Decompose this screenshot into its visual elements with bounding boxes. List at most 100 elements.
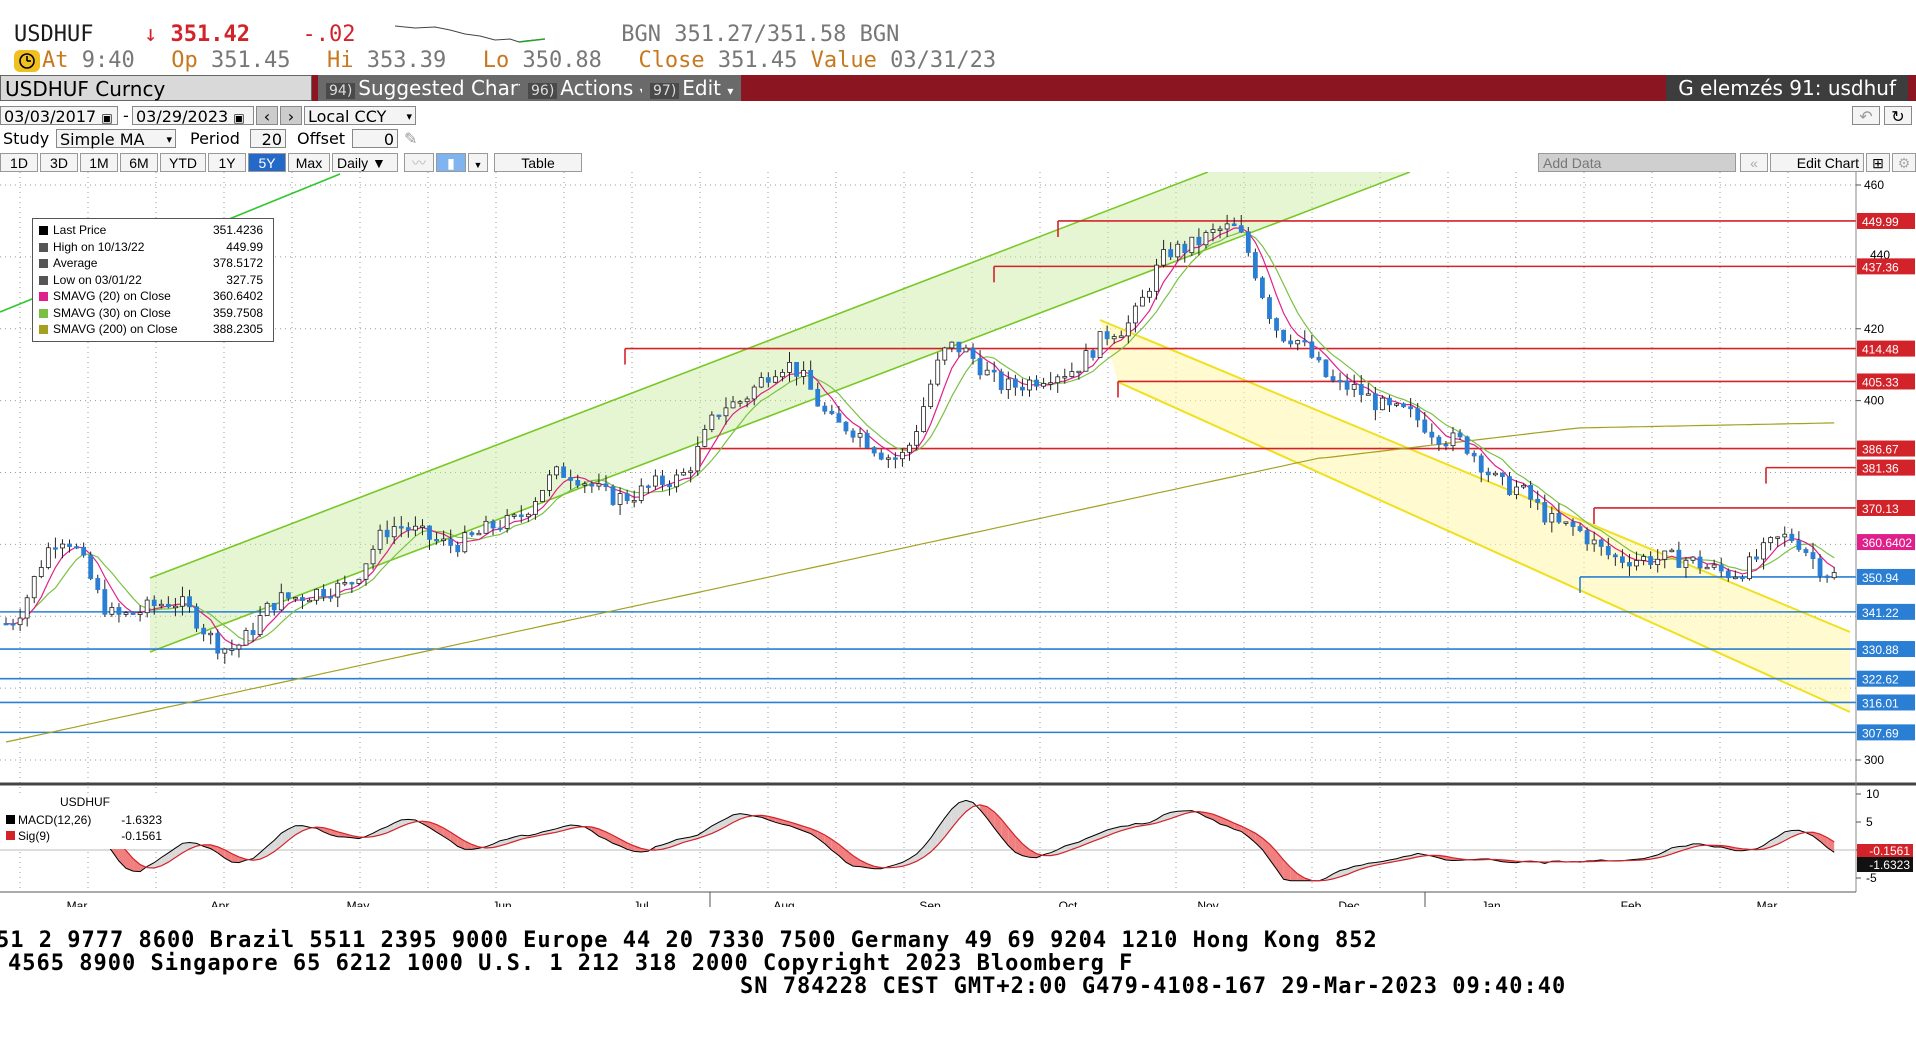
legend-entry[interactable]: Last Price 351.4236 xyxy=(39,223,267,238)
legend-entry[interactable]: High on 10/13/22 449.99 xyxy=(39,240,267,255)
macd-value: -1.6323 xyxy=(121,813,162,827)
gear-button[interactable]: ⚙ xyxy=(1892,153,1916,172)
open-value: 351.45 xyxy=(210,48,291,73)
legend-value: 360.6402 xyxy=(212,289,263,303)
macd-fill-segment xyxy=(1445,856,1453,861)
candle-body xyxy=(772,376,778,383)
y-tick-label: 460 xyxy=(1864,178,1884,192)
legend-entry[interactable]: SMAVG (200) on Close 388.2305 xyxy=(39,322,267,337)
price-tag-text: 341.22 xyxy=(1862,606,1899,620)
chart-legend[interactable]: Last Price 351.4236 High on 10/13/22 449.99… xyxy=(32,218,274,342)
chart-title-tab[interactable]: G elemzés 91: usdhuf xyxy=(1666,75,1908,101)
calendar-icon: ▣ xyxy=(101,111,113,125)
macd-fill-segment xyxy=(238,856,246,863)
candle-body xyxy=(1281,329,1286,342)
collapse-button[interactable]: « xyxy=(1740,153,1768,172)
add-data-input[interactable]: Add Data xyxy=(1538,153,1736,172)
bid: 351.27 xyxy=(674,22,754,47)
triangle-down-icon: ▼ xyxy=(473,160,483,170)
candle-body xyxy=(1408,406,1414,410)
candle-body xyxy=(1125,322,1131,337)
macd-fill-segment xyxy=(1170,811,1178,819)
candle-body xyxy=(1358,384,1364,396)
candle-body xyxy=(1118,335,1124,338)
range-5y[interactable]: 5Y xyxy=(248,153,286,172)
macd-fill-segment xyxy=(1784,830,1792,841)
edit-button[interactable]: 97) Edit ▾ xyxy=(642,75,742,101)
pencil-icon[interactable]: ✎ xyxy=(404,129,418,148)
candle-body xyxy=(1415,408,1421,421)
legend-swatch xyxy=(39,275,48,285)
sparkline-icon xyxy=(394,25,545,43)
currency-select[interactable]: Local CCY ▾ xyxy=(304,106,416,126)
uptrend-channel-lower xyxy=(149,172,1411,653)
candle-body xyxy=(624,493,630,502)
candle-body xyxy=(1429,431,1435,438)
range-1m[interactable]: 1M xyxy=(80,153,118,172)
chart-type-dropdown[interactable]: ▼ xyxy=(468,153,488,172)
x-axis: MarAprMayJunJulAugSepOctNovDecJanFebMar2… xyxy=(0,891,1856,907)
candle-body xyxy=(1514,486,1519,496)
candle-body xyxy=(1761,542,1766,560)
range-max[interactable]: Max xyxy=(288,153,330,172)
range-ytd[interactable]: YTD xyxy=(160,153,206,172)
candle-body xyxy=(1372,393,1378,411)
macd-fill-segment xyxy=(860,860,868,868)
macd-value-tags: -0.1561 -1.6323 xyxy=(1857,844,1913,872)
legend-entry[interactable]: Average 378.5172 xyxy=(39,256,267,271)
offset-input[interactable]: 0 xyxy=(352,129,398,149)
actions-button[interactable]: 96)Actions ▾ xyxy=(520,75,654,101)
table-button[interactable]: Table xyxy=(494,153,582,172)
macd-fill-segment xyxy=(1262,837,1270,860)
scroll-forward-button[interactable]: › xyxy=(280,106,302,126)
candle-body xyxy=(1048,382,1054,385)
candle-body xyxy=(1104,331,1110,340)
range-3d[interactable]: 3D xyxy=(40,153,78,172)
x-month-label: Jan xyxy=(1481,899,1500,907)
candle-body xyxy=(631,500,637,503)
legend-entry[interactable]: SMAVG (20) on Close 360.6402 xyxy=(39,289,267,304)
suggested-charts-button[interactable]: 94) Suggested Charts xyxy=(318,75,545,101)
candle-body xyxy=(469,532,475,536)
chart-options-button[interactable]: ⊞ xyxy=(1866,153,1890,172)
end-date-input[interactable]: 03/29/2023 ▣ xyxy=(132,106,254,126)
study-select[interactable]: Simple MA ▾ xyxy=(56,129,176,149)
candle-body xyxy=(582,483,588,486)
edit-chart-button[interactable]: Edit Chart xyxy=(1770,153,1864,172)
candle-body xyxy=(900,451,905,460)
candle-body xyxy=(744,398,750,403)
legend-swatch xyxy=(39,259,48,269)
legend-entry[interactable]: SMAVG (30) on Close 359.7508 xyxy=(39,306,267,321)
candle-body xyxy=(24,597,30,619)
candle-body xyxy=(758,377,764,388)
range-6m[interactable]: 6M xyxy=(120,153,158,172)
macd-fill-segment xyxy=(288,825,296,841)
line-chart-button[interactable]: 〰 xyxy=(404,153,434,172)
range-1y[interactable]: 1Y xyxy=(208,153,246,172)
candle-chart-button[interactable]: ▮ xyxy=(436,153,466,172)
candle-body xyxy=(1464,436,1470,454)
candle-body xyxy=(617,493,623,505)
scroll-back-button[interactable]: ‹ xyxy=(256,106,278,126)
range-1d[interactable]: 1D xyxy=(0,153,38,172)
frequency-select[interactable]: Daily ▼ xyxy=(332,153,398,172)
candle-body xyxy=(455,544,461,553)
security-field[interactable]: USDHUF Curncy xyxy=(0,75,312,101)
candle-body xyxy=(483,520,489,534)
price-tag xyxy=(1857,258,1915,275)
candle-body xyxy=(568,477,574,481)
undo-button[interactable]: ↶ xyxy=(1852,106,1880,126)
candle-body xyxy=(1351,384,1357,390)
candle-body xyxy=(187,596,192,608)
legend-entry[interactable]: Low on 03/01/22 327.75 xyxy=(39,273,267,288)
refresh-button[interactable]: ↻ xyxy=(1884,106,1912,126)
candle-body xyxy=(998,371,1004,391)
candle-body xyxy=(914,431,919,446)
period-input[interactable]: 20 xyxy=(250,129,286,149)
candle-body xyxy=(10,623,16,626)
legend-label: Average xyxy=(53,256,98,270)
start-date-input[interactable]: 03/03/2017 ▣ xyxy=(0,106,118,126)
candle-body xyxy=(871,447,877,454)
candle-body xyxy=(1570,521,1576,527)
